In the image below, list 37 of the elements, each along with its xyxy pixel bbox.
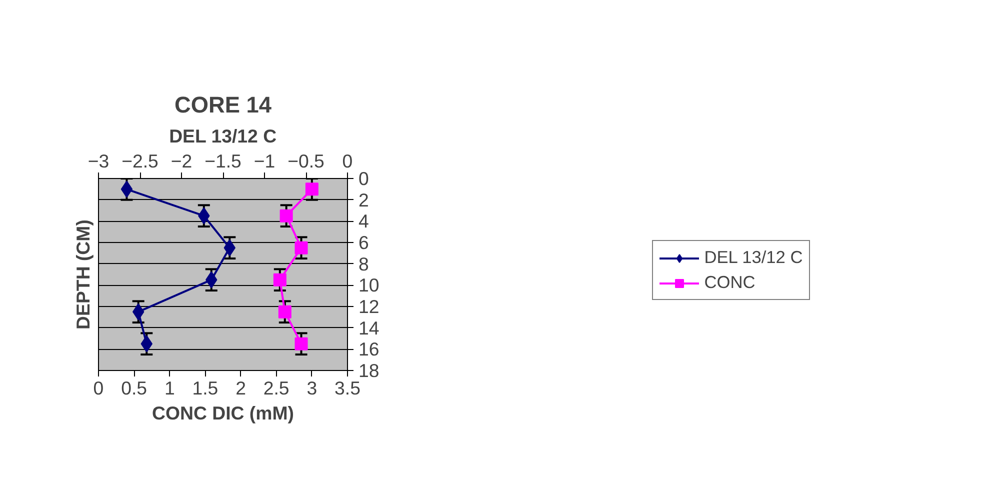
y-tick-label: 18	[358, 360, 380, 381]
legend-label: DEL 13/12 C	[704, 247, 803, 268]
y-tick-label: 0	[358, 168, 369, 189]
y-tick-label: 2	[358, 189, 369, 210]
legend-label: CONC	[704, 272, 756, 293]
x2-tick-label: −0.5	[288, 150, 324, 172]
y-tick-label: 16	[358, 338, 380, 360]
x-tick-label: 1.5	[192, 378, 218, 398]
y-tick-label: 12	[358, 296, 380, 317]
x-tick-label: 2.5	[263, 378, 290, 398]
point	[280, 209, 293, 222]
x2-tick-label: −1.5	[204, 150, 242, 172]
x2-tick-label: 0	[342, 150, 353, 172]
y-tick-label: 6	[358, 232, 369, 253]
x-tick-label: 1	[164, 378, 175, 398]
point	[294, 337, 308, 350]
y-tick-label: 8	[358, 253, 369, 274]
point	[294, 241, 308, 254]
x-tick-label: 2	[236, 378, 246, 398]
x2-tick-label: −1	[254, 150, 276, 172]
x2-tick-label: −3	[88, 150, 110, 172]
y-tick-label: 10	[358, 274, 380, 296]
x-tick-label: 0.5	[121, 378, 148, 398]
point	[273, 273, 286, 286]
x2-axis-title: DEL 13/12 C	[169, 126, 277, 146]
x2-tick-label: −2.5	[122, 150, 158, 172]
y-axis-title: DEPTH (CM)	[72, 220, 94, 330]
x-tick-label: 3.5	[334, 378, 360, 398]
x2-tick-label: −2	[170, 150, 192, 172]
y-tick-label: 14	[358, 317, 380, 338]
point	[278, 305, 292, 318]
y-tick-label: 4	[358, 210, 369, 232]
chart-title: CORE 14	[174, 92, 272, 118]
point	[305, 182, 318, 196]
x-tick-label: 0	[93, 378, 104, 398]
x-tick-label: 3	[306, 378, 318, 398]
x-axis-title: CONC DIC (mM)	[152, 402, 294, 424]
